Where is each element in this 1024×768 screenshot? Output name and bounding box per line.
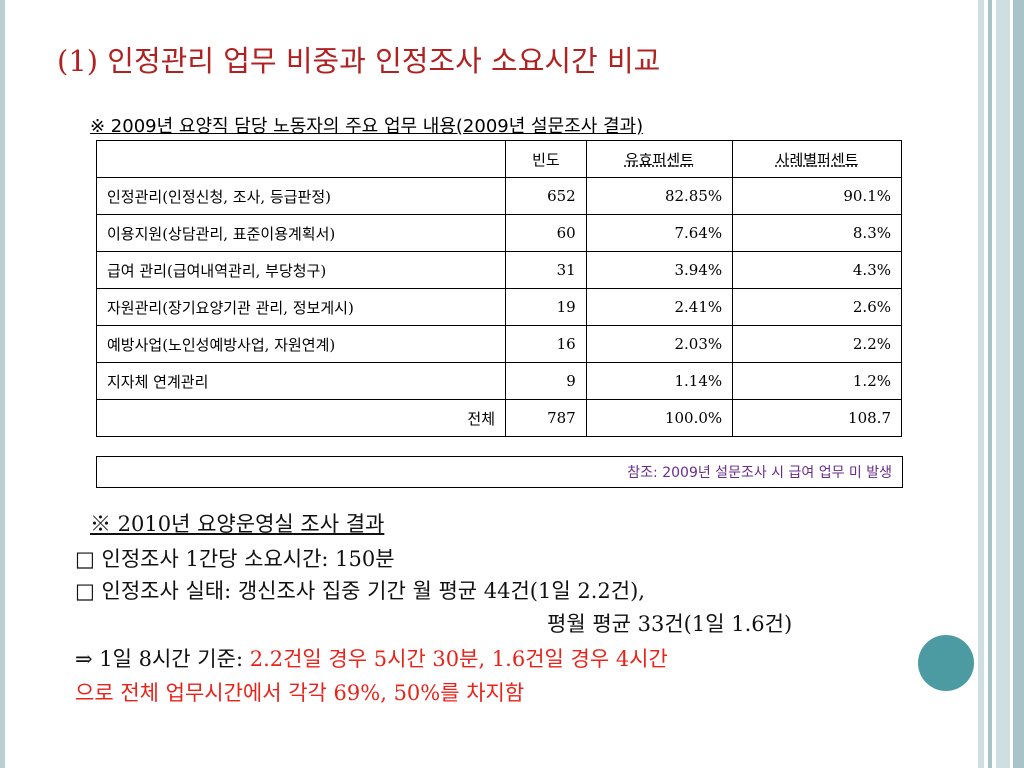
table-row: 자원관리(장기요양기관 관리, 정보게시) 19 2.41% 2.6% xyxy=(96,288,902,326)
row-case-percent: 90.1% xyxy=(732,177,902,215)
survey-2010-heading: ※ 2010년 요양운영실 조사 결과 xyxy=(90,512,385,536)
row-frequency: 16 xyxy=(505,325,587,363)
conclusion-highlight: 2.2건일 경우 5시간 30분, 1.6건일 경우 4시간 xyxy=(249,647,668,671)
row-valid-percent: 7.64% xyxy=(585,214,734,252)
row-category: 이용지원(상담관리, 표준이용계획서) xyxy=(96,214,506,252)
row-frequency: 60 xyxy=(505,214,587,252)
row-frequency: 9 xyxy=(505,362,587,400)
slide-right-border-stripe xyxy=(988,0,992,768)
table-row: 예방사업(노인성예방사업, 자원연계) 16 2.03% 2.2% xyxy=(96,325,902,363)
header-valid-percent: 유효퍼센트 xyxy=(585,140,734,178)
row-category: 자원관리(장기요양기관 관리, 정보게시) xyxy=(96,288,506,326)
row-valid-percent: 82.85% xyxy=(585,177,734,215)
slide-title: (1) 인정관리 업무 비중과 인정조사 소요시간 비교 xyxy=(57,44,661,78)
conclusion-prefix: ⇒ 1일 8시간 기준: xyxy=(75,647,250,671)
bullet-survey-status-continued: 평월 평균 33건(1일 1.6건) xyxy=(547,612,793,636)
row-case-percent: 4.3% xyxy=(732,251,902,289)
table-header-row: 빈도 유효퍼센트 사례별퍼센트 xyxy=(96,140,902,178)
row-valid-percent: 1.14% xyxy=(585,362,734,400)
row-case-percent: 2.6% xyxy=(732,288,902,326)
table-row: 지자체 연계관리 9 1.14% 1.2% xyxy=(96,362,902,400)
row-case-percent: 2.2% xyxy=(732,325,902,363)
header-frequency: 빈도 xyxy=(505,140,587,178)
total-valid-percent: 100.0% xyxy=(585,399,734,437)
row-category: 인정관리(인정신청, 조사, 등급판정) xyxy=(96,177,506,215)
decorative-circle xyxy=(918,635,974,691)
row-category: 급여 관리(급여내역관리, 부당청구) xyxy=(96,251,506,289)
table-row: 이용지원(상담관리, 표준이용계획서) 60 7.64% 8.3% xyxy=(96,214,902,252)
row-frequency: 19 xyxy=(505,288,587,326)
table-row: 급여 관리(급여내역관리, 부당청구) 31 3.94% 4.3% xyxy=(96,251,902,289)
table-caption: ※ 2009년 요양직 담당 노동자의 주요 업무 내용(2009년 설문조사 … xyxy=(90,116,644,137)
total-label: 전체 xyxy=(96,399,506,437)
row-case-percent: 1.2% xyxy=(732,362,902,400)
row-case-percent: 8.3% xyxy=(732,214,902,252)
header-blank xyxy=(96,140,506,178)
slide-right-border-stripe xyxy=(1013,0,1024,768)
row-category: 지자체 연계관리 xyxy=(96,362,506,400)
header-case-percent: 사례별퍼센트 xyxy=(732,140,902,178)
slide-left-border xyxy=(0,0,5,768)
conclusion-line: ⇒ 1일 8시간 기준: 2.2건일 경우 5시간 30분, 1.6건일 경우 … xyxy=(75,643,668,673)
row-frequency: 31 xyxy=(505,251,587,289)
row-category: 예방사업(노인성예방사업, 자원연계) xyxy=(96,325,506,363)
bullet-time-per-case: □ 인정조사 1간당 소요시간: 150분 xyxy=(75,547,395,571)
conclusion-highlight-continued: 으로 전체 업무시간에서 각각 69%, 50%를 차지함 xyxy=(75,681,525,705)
row-frequency: 652 xyxy=(505,177,587,215)
total-case-percent: 108.7 xyxy=(732,399,902,437)
row-valid-percent: 2.41% xyxy=(585,288,734,326)
bullet-survey-status: □ 인정조사 실태: 갱신조사 집중 기간 월 평균 44건(1일 2.2건), xyxy=(75,579,645,603)
slide-right-border-stripe xyxy=(996,0,1010,768)
survey-table: 빈도 유효퍼센트 사례별퍼센트 인정관리(인정신청, 조사, 등급판정) 652… xyxy=(96,140,902,437)
row-valid-percent: 2.03% xyxy=(585,325,734,363)
table-total-row: 전체 787 100.0% 108.7 xyxy=(96,399,902,437)
table-row: 인정관리(인정신청, 조사, 등급판정) 652 82.85% 90.1% xyxy=(96,177,902,215)
reference-note: 참조: 2009년 설문조사 시 급여 업무 미 발생 xyxy=(96,456,903,488)
slide-right-border-stripe xyxy=(978,0,984,768)
total-frequency: 787 xyxy=(505,399,587,437)
row-valid-percent: 3.94% xyxy=(585,251,734,289)
